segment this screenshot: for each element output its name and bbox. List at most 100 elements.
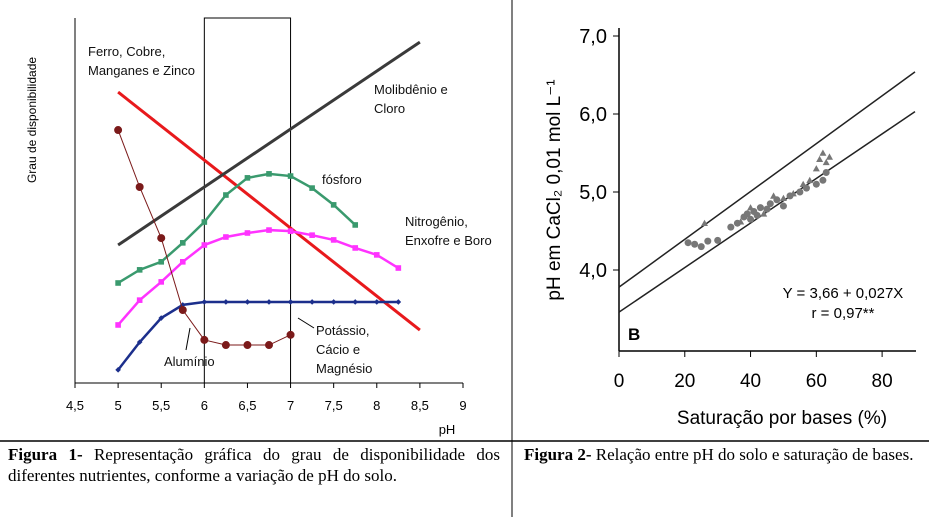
marker (352, 222, 359, 228)
marker (158, 315, 165, 321)
marker (179, 259, 186, 265)
marker (157, 234, 166, 243)
marker (201, 219, 208, 225)
y-tick-label: 6,0 (579, 104, 607, 126)
marker (770, 192, 778, 199)
marker (727, 223, 735, 231)
marker (701, 219, 709, 226)
marker (373, 299, 380, 305)
series-line (117, 40, 421, 247)
marker (737, 218, 745, 225)
x-axis-label: pH (439, 422, 456, 437)
marker (825, 153, 833, 160)
marker (352, 299, 359, 305)
marker (796, 188, 804, 196)
marker (822, 169, 830, 176)
regression-line (618, 71, 916, 288)
x-axis-label: Saturação por bases (%) (677, 408, 887, 429)
x-tick-label: 6,5 (238, 398, 256, 413)
y-axis-label: pH em CaCl₂ 0,01 mol L⁻¹ (544, 79, 565, 300)
caption: Figura 2- Relação entre pH do solo e sat… (524, 444, 920, 465)
marker (309, 232, 315, 238)
marker (243, 341, 252, 350)
series-line (117, 172, 357, 285)
marker (714, 236, 722, 244)
caption-text: Relação entre pH do solo e saturação de … (595, 445, 914, 464)
marker (221, 341, 230, 350)
marker (115, 367, 121, 373)
marker (819, 149, 827, 156)
marker (287, 173, 294, 179)
series-label: Ferro, Cobre, Manganes e Zinco (88, 44, 195, 78)
marker (819, 176, 827, 184)
marker (265, 341, 273, 350)
marker (309, 299, 315, 305)
series-line (117, 228, 399, 326)
marker (286, 330, 295, 339)
marker (691, 240, 699, 248)
marker (115, 280, 121, 286)
x-tick-label: 80 (872, 371, 893, 392)
y-tick-label: 5,0 (579, 182, 607, 204)
x-tick-label: 40 (740, 371, 761, 392)
equation: Y = 3,66 + 0,027X (783, 285, 904, 302)
marker (115, 322, 121, 328)
marker (763, 205, 771, 213)
marker (330, 237, 337, 243)
panel-label: B (628, 325, 640, 344)
x-tick-label: 8 (373, 398, 380, 413)
y-axis-label: Grau de disponibilidade (25, 57, 39, 183)
correlation: r = 0,97** (812, 305, 875, 322)
caption-label: Figura 1- (8, 445, 83, 464)
marker (309, 185, 315, 191)
marker (223, 192, 229, 198)
marker (373, 252, 380, 258)
caption: Figura 1- Representação gráfica do grau … (8, 444, 500, 486)
series-label: Molibdênio e Cloro (374, 82, 448, 116)
marker (223, 299, 229, 305)
marker (330, 202, 337, 208)
marker (223, 234, 229, 240)
marker (200, 335, 209, 344)
marker (244, 299, 251, 305)
marker (244, 175, 251, 181)
marker (287, 299, 294, 305)
marker (352, 245, 359, 251)
marker (753, 211, 761, 219)
marker (266, 299, 272, 305)
marker (201, 242, 208, 248)
marker (756, 204, 764, 212)
marker (789, 190, 797, 197)
marker (114, 126, 123, 135)
marker (760, 210, 768, 217)
x-tick-label: 4,5 (66, 398, 84, 413)
marker (743, 210, 751, 218)
marker (806, 176, 814, 184)
marker (179, 240, 186, 246)
caption-label: Figura 2- (524, 445, 592, 464)
marker (816, 155, 824, 163)
marker (812, 165, 820, 172)
x-tick-label: 5,5 (152, 398, 170, 413)
marker (779, 194, 787, 202)
x-tick-label: 5 (114, 398, 121, 413)
marker (136, 297, 143, 303)
marker (266, 227, 272, 233)
y-tick-label: 4,0 (579, 260, 607, 282)
marker (812, 180, 820, 188)
x-tick-label: 8,5 (411, 398, 429, 413)
marker (747, 204, 755, 211)
marker (136, 267, 143, 273)
x-tick-label: 9 (459, 398, 466, 413)
marker (136, 339, 143, 345)
marker (395, 265, 402, 271)
marker (747, 215, 755, 223)
x-tick-label: 7,5 (325, 398, 343, 413)
series-label: Potássio, Cácio e Magnésio (316, 323, 373, 376)
series-line (117, 300, 399, 371)
series-label: Nitrogênio, Enxofre e Boro (405, 214, 492, 248)
marker (697, 243, 705, 251)
x-tick-label: 60 (806, 371, 827, 392)
